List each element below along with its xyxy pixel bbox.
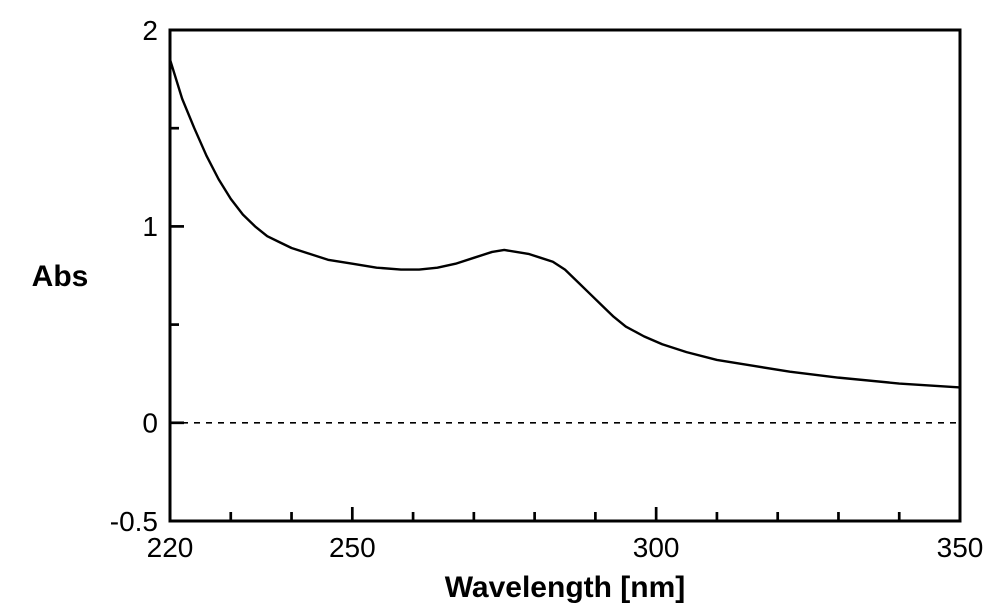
- x-tick-label: 350: [937, 532, 984, 563]
- x-axis-label: Wavelength [nm]: [445, 571, 686, 604]
- x-tick-label: 250: [329, 532, 376, 563]
- y-tick-label: 2: [142, 15, 158, 46]
- y-tick-label: 1: [142, 211, 158, 242]
- x-tick-label: 300: [633, 532, 680, 563]
- y-tick-label: 0: [142, 408, 158, 439]
- y-axis-label: Abs: [32, 260, 89, 293]
- y-tick-label: -0.5: [110, 506, 158, 537]
- absorbance-spectrum-chart: 220250300350Wavelength [nm]-0.5012Abs: [0, 0, 1000, 611]
